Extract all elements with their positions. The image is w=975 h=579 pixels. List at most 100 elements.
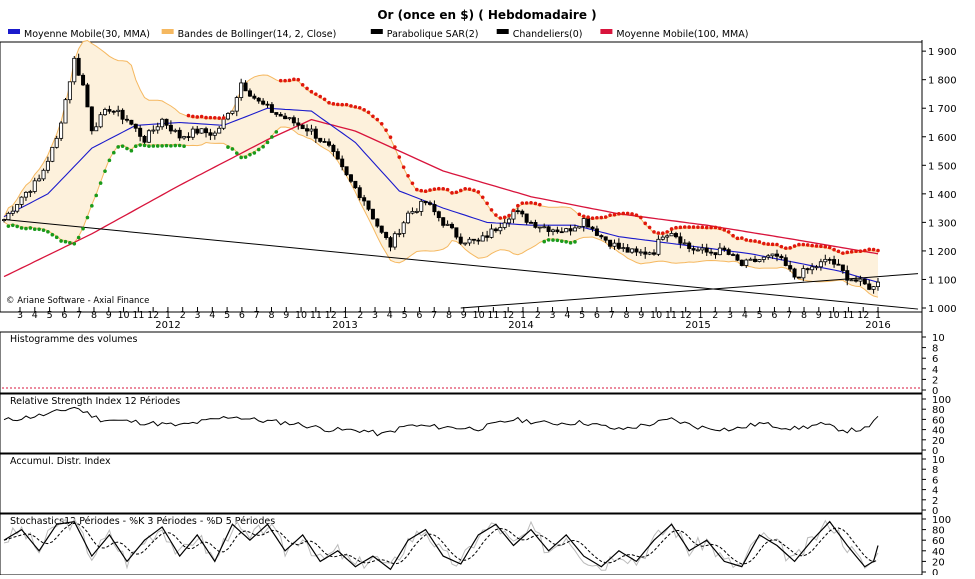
candle-body [212, 132, 217, 136]
y-tick-label: 10 [932, 333, 945, 344]
candle-body [533, 222, 538, 228]
sar-dot [555, 238, 560, 243]
candle-body [788, 265, 793, 270]
legend-item: Chandeliers(0) [496, 29, 583, 40]
candle-body [581, 218, 586, 227]
x-tick-label: 10 [650, 310, 662, 321]
panel-frame [0, 513, 923, 576]
x-tick-label: 7 [786, 310, 792, 321]
candle-body [568, 228, 573, 232]
candle-body [335, 151, 340, 160]
x-tick-label: 4 [209, 310, 215, 321]
sar-dot [722, 228, 727, 232]
sar-dot [726, 230, 731, 234]
candle-body [384, 231, 389, 239]
sar-dot [867, 247, 872, 252]
candle-body [731, 254, 736, 256]
legend-swatch [496, 29, 509, 34]
candle-body [50, 146, 55, 162]
sar-dot [322, 97, 327, 102]
candle-body [616, 242, 621, 249]
candle-body [124, 118, 129, 121]
year-label: 2015 [685, 320, 710, 331]
candle-body [854, 279, 859, 282]
legend-item: Moyenne Mobile(30, MMA) [8, 29, 150, 40]
candle-body [313, 128, 318, 139]
panel-title: Accumul. Distr. Index [10, 456, 111, 467]
candle-body [388, 237, 393, 248]
candle-body [691, 248, 696, 251]
y-tick-label: 0 [932, 446, 938, 457]
sar-dot [357, 105, 362, 110]
sar-dot [379, 122, 384, 126]
x-tick-label: 2 [357, 310, 363, 321]
sar-dot [177, 143, 182, 148]
y-tick-label: 1 300 [928, 218, 957, 229]
candle-body [485, 235, 490, 238]
sar-dot [54, 235, 59, 240]
sar-dot [305, 86, 309, 91]
sar-dot [265, 140, 270, 145]
candle-body [577, 225, 582, 229]
sar-dot [533, 201, 538, 206]
sar-dot [625, 211, 630, 216]
candle-body [419, 200, 424, 212]
x-tick-label: 6 [416, 310, 422, 321]
legend-swatch [370, 29, 383, 34]
sar-dot [494, 213, 498, 217]
sar-dot [450, 191, 454, 195]
y-tick-label: 0 [932, 568, 938, 575]
candle-body [54, 137, 59, 148]
sar-dot [296, 77, 301, 82]
sar-dot [612, 213, 617, 217]
sar-dot [586, 215, 590, 219]
candle-body [625, 247, 630, 253]
sar-dot [682, 225, 687, 229]
indicator-panel: Relative Strength Index 12 Périodes 02040… [0, 393, 951, 457]
sar-dot [68, 240, 72, 245]
candle-body [529, 221, 534, 224]
candle-body [537, 226, 542, 229]
candle-body [243, 82, 248, 92]
candle-body [489, 228, 494, 238]
sar-dot [24, 226, 28, 231]
sar-dot [748, 238, 753, 243]
sar-dot [415, 187, 419, 192]
sar-dot [538, 202, 542, 207]
x-tick-label: 1 [342, 310, 348, 321]
candle-body [630, 248, 635, 253]
candle-body [849, 279, 854, 282]
sar-dot [577, 212, 582, 217]
candle-body [217, 127, 222, 134]
sar-dot [529, 201, 533, 205]
legend: Moyenne Mobile(30, MMA) Bandes de Bolling… [8, 29, 748, 40]
x-tick-label: 7 [431, 310, 437, 321]
x-tick-label: 11 [487, 310, 499, 321]
candle-body [129, 119, 134, 125]
y-tick-label: 2 [932, 496, 938, 507]
x-tick-label: 5 [579, 310, 585, 321]
candle-body [370, 208, 375, 220]
x-tick-label: 11 [665, 310, 677, 321]
sar-dot [292, 77, 296, 82]
candle-body [41, 169, 46, 180]
candle-body [98, 114, 103, 128]
candle-body [810, 266, 815, 271]
year-label: 2012 [155, 320, 180, 331]
candle-body [555, 229, 560, 233]
sar-dot [19, 226, 24, 230]
x-tick-label: 6 [239, 310, 245, 321]
candle-body [871, 286, 876, 290]
candle-body [845, 270, 850, 281]
sar-dot [199, 114, 204, 119]
candle-body [375, 218, 380, 227]
sar-dot [344, 102, 349, 107]
sar-dot [155, 144, 160, 148]
candle-body [32, 180, 37, 192]
candle-body [45, 160, 50, 171]
x-tick-label: 7 [254, 310, 260, 321]
candle-body [120, 109, 125, 120]
sar-dot [353, 105, 358, 109]
candle-body [428, 202, 433, 205]
candle-body [704, 247, 709, 253]
